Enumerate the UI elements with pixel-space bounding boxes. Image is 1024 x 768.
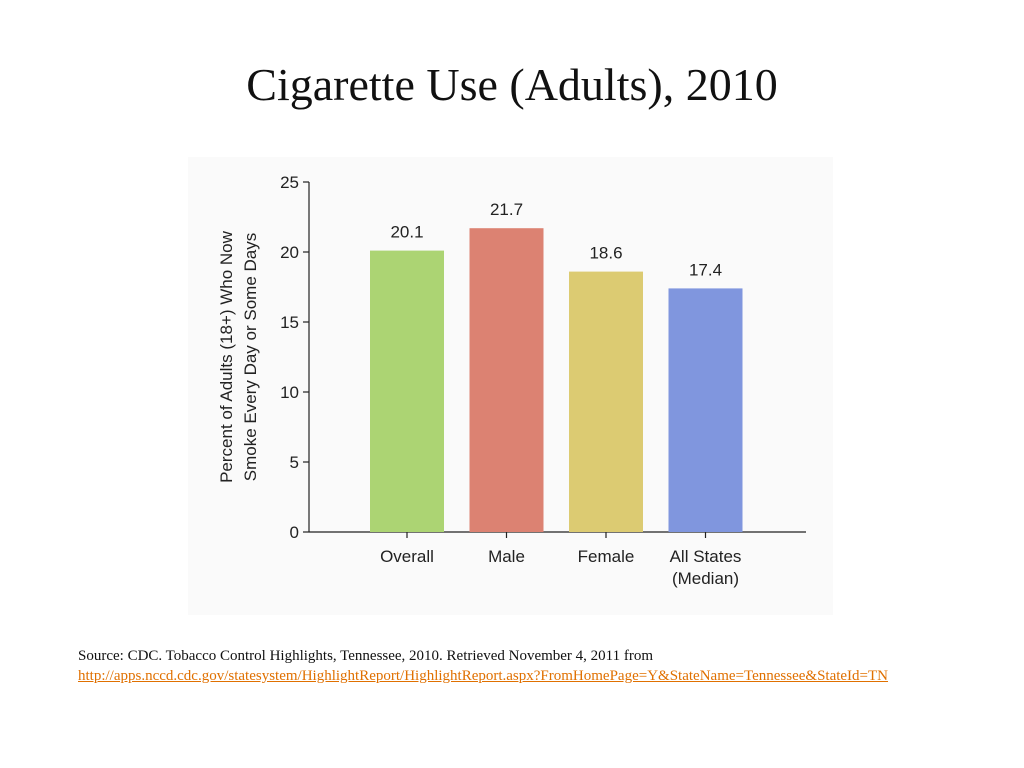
- bar: [569, 271, 643, 532]
- y-axis-label: Percent of Adults (18+) Who Now: [217, 230, 236, 483]
- source-link[interactable]: http://apps.nccd.cdc.gov/statesystem/Hig…: [78, 668, 889, 684]
- y-tick-label: 20: [280, 243, 299, 262]
- y-axis-label: Smoke Every Day or Some Days: [241, 233, 260, 481]
- bar-value-label: 21.7: [490, 200, 523, 219]
- bar-value-label: 18.6: [589, 244, 622, 263]
- slide-title: Cigarette Use (Adults), 2010: [246, 59, 778, 110]
- x-tick-label: Female: [578, 547, 635, 566]
- bar: [370, 250, 444, 532]
- bar-chart: 0 5 10 15 20 25 Percent of Adults (18+) Who No…: [217, 173, 806, 588]
- y-tick-label: 15: [280, 313, 299, 332]
- chart-panel: 0 5 10 15 20 25 Percent of Adults (18+) Who No…: [188, 157, 833, 615]
- bar-value-label: 20.1: [390, 223, 423, 242]
- source-citation: Source: CDC. Tobacco Control Highlights,…: [78, 646, 958, 686]
- y-tick-label: 25: [280, 173, 299, 192]
- source-text: Source: CDC. Tobacco Control Highlights,…: [78, 648, 654, 664]
- y-tick-label: 10: [280, 383, 299, 402]
- x-tick-label: Overall: [380, 547, 434, 566]
- bar: [668, 288, 743, 532]
- x-tick-label: Male: [488, 547, 525, 566]
- bar-value-label: 17.4: [689, 260, 722, 279]
- x-tick-label: (Median): [672, 569, 739, 588]
- bar: [469, 228, 544, 532]
- y-tick-label: 5: [290, 453, 299, 472]
- x-tick-label: All States: [670, 547, 742, 566]
- y-tick-label: 0: [290, 523, 299, 542]
